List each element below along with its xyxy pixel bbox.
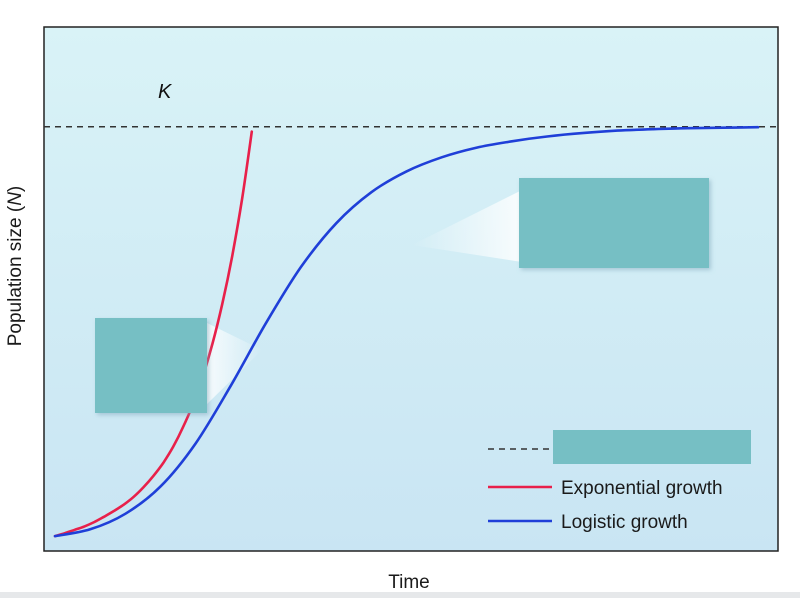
legend-k-label-box — [553, 430, 751, 464]
exponential-growth-curve — [53, 130, 254, 538]
y-axis-label: Population size (N) — [5, 186, 26, 347]
bottom-strip — [0, 592, 800, 598]
logistic-label-box — [519, 178, 709, 268]
legend: Exponential growth Logistic growth — [488, 448, 723, 533]
exponential-label-box — [95, 318, 207, 413]
series-group — [53, 125, 760, 538]
exponential-callout-pointer — [205, 322, 262, 406]
legend-logistic-label: Logistic growth — [561, 512, 688, 533]
logistic-callout-pointer — [412, 190, 522, 262]
logistic-growth-curve — [53, 125, 760, 538]
plot-area — [43, 26, 779, 552]
legend-exponential-label: Exponential growth — [561, 478, 723, 499]
x-axis-label: Time — [388, 572, 430, 593]
carrying-capacity-label: K — [158, 81, 173, 103]
